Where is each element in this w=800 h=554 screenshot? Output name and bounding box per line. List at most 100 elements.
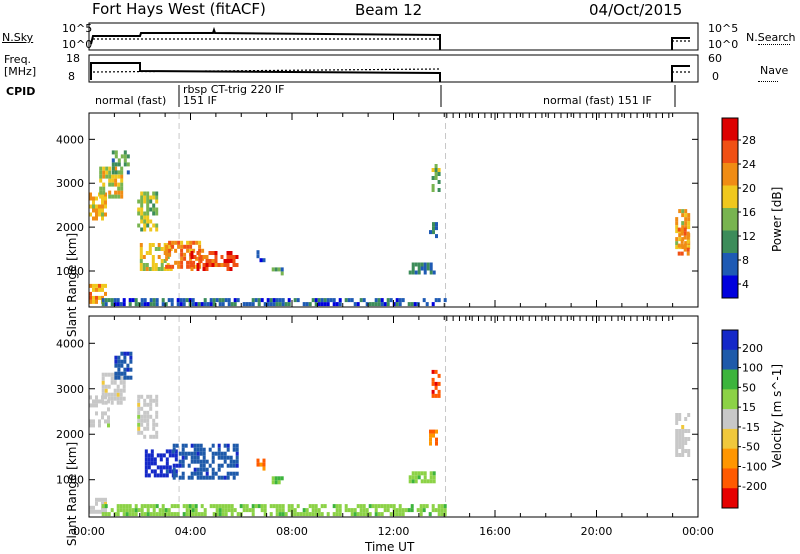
echo-cell [143, 227, 147, 232]
echo-cell [119, 376, 123, 381]
echo-cell [386, 508, 390, 513]
echo-cell [120, 166, 124, 171]
echo-cell [165, 457, 169, 462]
echo-cell [432, 433, 435, 438]
echo-cell [232, 263, 236, 267]
echo-cell [389, 298, 393, 303]
echo-cell [281, 508, 285, 513]
echo-cell [251, 302, 255, 307]
echo-cell [209, 302, 213, 307]
echo-cell [152, 223, 156, 228]
echo-cell [171, 264, 175, 269]
echo-cell [411, 270, 415, 275]
echo-cell [140, 298, 144, 303]
echo-cell [220, 451, 224, 456]
echo-cell [686, 231, 690, 236]
echo-cell [117, 359, 121, 364]
cpid-segment-rbsp: rbsp CT-trig 220 IF [183, 83, 285, 96]
echo-cell [149, 398, 153, 403]
echo-cell [257, 298, 261, 303]
echo-cell [678, 437, 682, 441]
echo-cell [170, 512, 174, 517]
echo-region [137, 191, 159, 232]
echo-cell [242, 504, 246, 509]
echo-cell [113, 302, 117, 307]
echo-cell [143, 195, 147, 200]
echo-cell [143, 410, 147, 415]
echo-cell [111, 170, 115, 175]
echo-cell [117, 174, 121, 179]
echo-cell [271, 476, 275, 481]
echo-cell [117, 186, 121, 191]
echo-cell [432, 479, 436, 484]
echo-cell [423, 266, 427, 271]
echo-cell [274, 476, 278, 481]
echo-cell [675, 445, 679, 449]
echo-cell [275, 508, 279, 513]
echo-cell [144, 469, 148, 474]
echo-cell [408, 270, 412, 275]
noise-search-label: N.Search [746, 31, 796, 44]
echo-cell [126, 351, 130, 356]
echo-cell [429, 437, 432, 442]
echo-cell [191, 512, 195, 517]
echo-cell [359, 508, 363, 513]
echo-cell [437, 180, 441, 184]
echo-cell [129, 351, 133, 356]
echo-cell [181, 447, 185, 452]
echo-cell [89, 295, 92, 300]
echo-cell [179, 302, 183, 307]
echo-cell [432, 429, 435, 434]
echo-cell [104, 501, 107, 506]
echo-cell [232, 255, 236, 259]
echo-cell [371, 302, 375, 307]
echo-cell [152, 422, 156, 427]
echo-cell [190, 459, 194, 464]
echo-cell [119, 388, 123, 393]
echo-cell [177, 260, 181, 265]
echo-cell [314, 298, 318, 303]
echo-cell [211, 467, 215, 472]
echo-cell [101, 388, 105, 393]
echo-cell [164, 302, 168, 307]
echo-cell [111, 150, 115, 155]
echo-cell [148, 267, 152, 271]
echo-cell [89, 283, 92, 288]
echo-cell [183, 252, 187, 257]
echo-cell [126, 363, 130, 368]
echo-cell [684, 437, 688, 441]
echo-cell [166, 267, 170, 271]
echo-cell [227, 298, 231, 303]
echo-cell [189, 244, 193, 249]
freq-label-line1: Freq. [4, 53, 32, 66]
echo-cell [365, 508, 369, 513]
echo-cell [383, 508, 387, 513]
echo-cell [105, 174, 109, 179]
echo-cell [146, 203, 150, 208]
echo-cell [111, 158, 115, 163]
echo-cell [194, 504, 198, 509]
echo-cell [101, 298, 105, 303]
echo-cell [224, 504, 228, 509]
echo-cell [205, 459, 209, 464]
echo-cell [684, 221, 688, 226]
echo-cell [140, 406, 144, 411]
echo-cell [155, 402, 159, 407]
echo-cell [104, 392, 108, 397]
echo-cell [215, 504, 219, 509]
echo-cell [271, 480, 275, 485]
echo-cell [120, 371, 124, 376]
echo-cell [443, 512, 447, 517]
echo-cell [203, 302, 207, 307]
echo-cell [140, 227, 144, 232]
echo-cell [277, 267, 281, 272]
echo-region [89, 192, 107, 221]
echo-cell [120, 363, 124, 368]
echo-cell [335, 504, 339, 509]
echo-cell [229, 455, 233, 460]
echo-cell [416, 302, 420, 307]
echo-cell [140, 504, 144, 509]
echo-cell [377, 302, 381, 307]
colorbar-tick-label: 12 [742, 230, 756, 243]
echo-cell [190, 475, 194, 480]
